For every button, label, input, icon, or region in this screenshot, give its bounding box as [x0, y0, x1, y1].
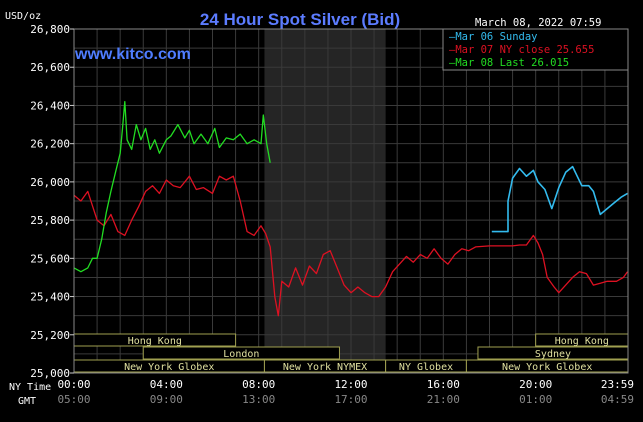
- x-tick-label-gmt: 17:00: [334, 393, 367, 406]
- gmt-row-label: GMT: [18, 396, 36, 407]
- session-bar-label: New York Globex: [502, 362, 592, 373]
- series-line: [491, 165, 628, 233]
- session-bar-label: New York Globex: [124, 362, 214, 373]
- session-bar: Hong Kong: [73, 333, 237, 347]
- session-bar-label: Sydney: [535, 349, 571, 360]
- legend-entry: —Mar 08 Last 26.015: [449, 57, 569, 69]
- x-tick-label-ny: 12:00: [334, 378, 367, 391]
- session-bar-label: NY Globex: [399, 362, 453, 373]
- y-tick-label: 26,000: [30, 176, 70, 189]
- session-bar-label: Hong Kong: [128, 336, 182, 347]
- session-bar-label: New York NYMEX: [283, 362, 367, 373]
- timestamp: March 08, 2022 07:59: [475, 17, 601, 29]
- session-bar: London: [142, 346, 340, 360]
- x-tick-label-ny: 16:00: [427, 378, 460, 391]
- x-tick-label-ny: 23:59: [601, 378, 634, 391]
- session-bar: Sydney: [477, 346, 629, 360]
- x-tick-label-gmt: 13:00: [242, 393, 275, 406]
- y-tick-label: 26,600: [30, 61, 70, 74]
- ny-time-row-label: NY Time: [9, 382, 51, 393]
- series-line: [73, 100, 271, 273]
- series-line: [73, 175, 629, 317]
- x-tick-label-ny: 00:00: [57, 378, 90, 391]
- y-tick-label: 26,800: [30, 23, 70, 36]
- x-tick-label-gmt: 09:00: [150, 393, 183, 406]
- unit-label: USD/oz: [5, 11, 41, 22]
- legend-entry: —Mar 07 NY close 25.655: [449, 44, 594, 56]
- session-bar-box: [142, 346, 340, 360]
- legend-entry: —Mar 06 Sunday: [449, 31, 538, 43]
- y-tick-label: 25,200: [30, 329, 70, 342]
- y-tick-label: 25,400: [30, 291, 70, 304]
- session-bar-label: Hong Kong: [555, 336, 609, 347]
- x-tick-label-gmt: 21:00: [427, 393, 460, 406]
- x-tick-label-gmt: 05:00: [57, 393, 90, 406]
- watermark: www.kitco.com: [74, 46, 191, 63]
- y-tick-label: 26,400: [30, 99, 70, 112]
- session-bar: New York Globex: [73, 359, 265, 373]
- legend: —Mar 06 Sunday—Mar 07 NY close 25.655—Ma…: [442, 28, 629, 71]
- x-tick-label-ny: 08:00: [242, 378, 275, 391]
- legend-box: [442, 28, 629, 71]
- x-tick-label-gmt: 01:00: [519, 393, 552, 406]
- x-tick-label-ny: 04:00: [150, 378, 183, 391]
- session-bar-label: London: [223, 349, 259, 360]
- chart-title: 24 Hour Spot Silver (Bid): [200, 10, 400, 29]
- y-tick-label: 25,600: [30, 252, 70, 265]
- y-tick-label: 26,200: [30, 138, 70, 151]
- session-bar: New York NYMEX: [263, 359, 387, 373]
- y-tick-label: 25,000: [30, 367, 70, 380]
- y-tick-label: 25,800: [30, 214, 70, 227]
- session-bar: New York Globex: [465, 359, 629, 373]
- x-tick-label-gmt: 04:59: [601, 393, 634, 406]
- session-bar: NY Globex: [385, 359, 467, 373]
- plot-frame: [73, 28, 629, 374]
- session-bar: Hong Kong: [535, 333, 629, 347]
- x-tick-label-ny: 20:00: [519, 378, 552, 391]
